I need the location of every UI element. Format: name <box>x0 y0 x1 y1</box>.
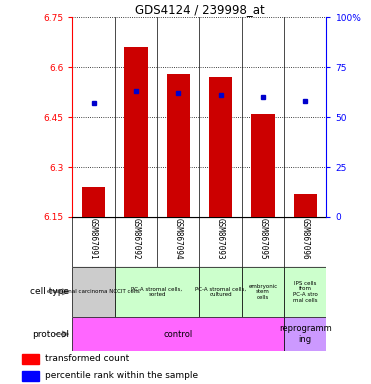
Bar <box>115 267 200 317</box>
Text: GSM867095: GSM867095 <box>259 218 267 260</box>
Title: GDS4124 / 239998_at: GDS4124 / 239998_at <box>135 3 264 16</box>
Text: control: control <box>164 329 193 339</box>
Text: GSM867092: GSM867092 <box>131 218 140 260</box>
Text: embryonal carcinoma NCCIT cells: embryonal carcinoma NCCIT cells <box>47 289 140 295</box>
Bar <box>22 354 39 364</box>
Bar <box>284 317 326 351</box>
Bar <box>294 194 317 217</box>
Bar <box>72 267 115 317</box>
Text: cell type: cell type <box>30 287 69 296</box>
Bar <box>82 187 105 217</box>
Bar <box>200 267 242 317</box>
Text: IPS cells
from
PC-A stro
mal cells: IPS cells from PC-A stro mal cells <box>293 281 318 303</box>
Text: percentile rank within the sample: percentile rank within the sample <box>45 371 198 380</box>
Text: GSM867094: GSM867094 <box>174 218 183 260</box>
Bar <box>251 114 275 217</box>
Text: reprogramm
ing: reprogramm ing <box>279 324 332 344</box>
Text: PC-A stromal cells,
sorted: PC-A stromal cells, sorted <box>131 286 183 297</box>
Text: PC-A stromal cells,
cultured: PC-A stromal cells, cultured <box>195 286 246 297</box>
Bar <box>124 47 148 217</box>
Text: embryonic
stem
cells: embryonic stem cells <box>248 283 278 300</box>
Text: GSM867096: GSM867096 <box>301 218 310 260</box>
Bar <box>242 267 284 317</box>
Bar <box>209 77 232 217</box>
Bar <box>72 317 284 351</box>
Bar <box>167 74 190 217</box>
Text: protocol: protocol <box>32 329 69 339</box>
Bar <box>284 267 326 317</box>
Text: transformed count: transformed count <box>45 354 129 363</box>
Bar <box>22 371 39 381</box>
Text: GSM867093: GSM867093 <box>216 218 225 260</box>
Text: GSM867091: GSM867091 <box>89 218 98 260</box>
